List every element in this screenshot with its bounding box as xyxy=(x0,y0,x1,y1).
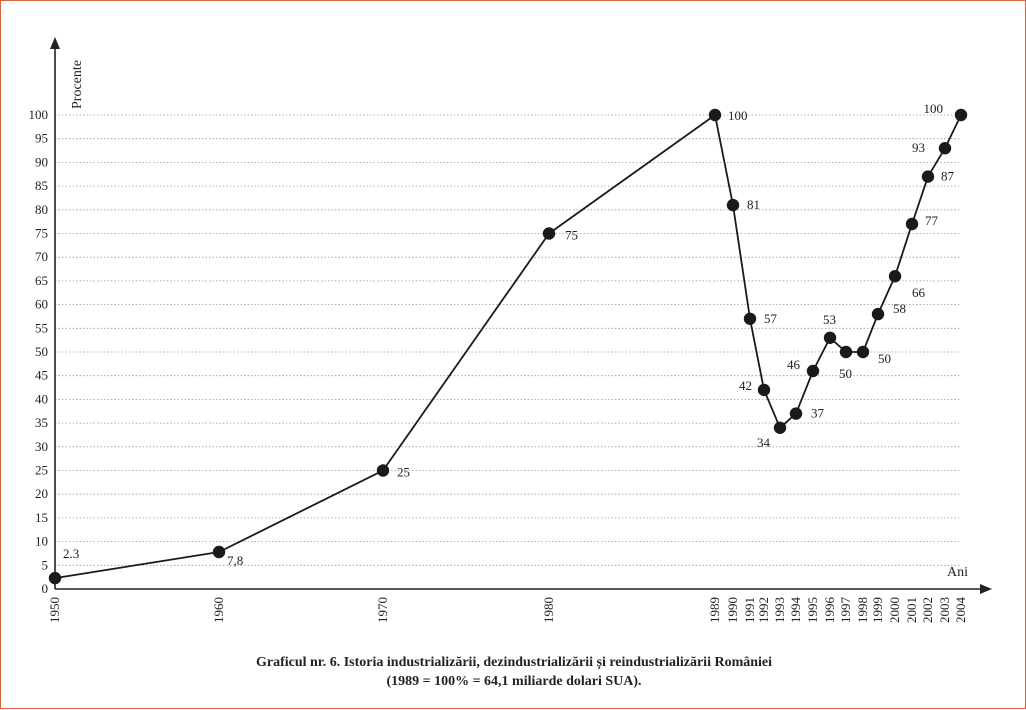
y-tick-label: 40 xyxy=(35,391,48,406)
data-point xyxy=(856,345,870,359)
data-point xyxy=(542,227,556,240)
data-point xyxy=(954,108,968,122)
x-tick-label: 2002 xyxy=(920,597,935,623)
data-label: 93 xyxy=(912,140,925,155)
x-tick-labels: 1950 1960 1970 1980 1989 1990 1991 1992 1993 1994… xyxy=(47,597,968,624)
x-tick-label: 1970 xyxy=(375,597,390,623)
data-label: 50 xyxy=(839,366,852,381)
x-tick-label: 1989 xyxy=(707,597,722,623)
series-line xyxy=(54,114,962,579)
data-label: 25 xyxy=(397,465,410,480)
y-tick-labels: 0 5 10 15 20 25 30 35 40 45 50 55 60 65 70 75 80 85 90 95 10… xyxy=(29,107,49,596)
caption-subtitle: (1989 = 100% = 64,1 miliarde dolari SUA)… xyxy=(386,674,642,689)
x-tick-label: 1997 xyxy=(838,597,853,624)
data-label: 100 xyxy=(924,101,944,116)
axes: Procente Ani xyxy=(50,37,992,594)
data-point xyxy=(757,383,771,397)
x-tick-label: 1999 xyxy=(870,597,885,623)
data-label: 66 xyxy=(912,285,926,300)
data-point xyxy=(839,345,853,359)
gridlines xyxy=(55,114,961,566)
y-tick-label: 0 xyxy=(42,581,49,596)
x-tick-label: 1980 xyxy=(541,597,556,623)
data-label: 53 xyxy=(823,312,836,327)
data-label: 2.3 xyxy=(63,546,79,561)
y-tick-label: 35 xyxy=(35,415,48,430)
y-tick-label: 85 xyxy=(35,178,48,193)
y-tick-label: 80 xyxy=(35,202,48,217)
data-point xyxy=(789,407,803,420)
x-tick-label: 1998 xyxy=(855,597,870,623)
data-point xyxy=(48,571,62,585)
x-tick-label: 2004 xyxy=(953,597,968,624)
data-label: 87 xyxy=(941,169,955,184)
x-tick-label: 1993 xyxy=(772,597,787,623)
data-label: 81 xyxy=(747,197,760,212)
x-tick-label: 1994 xyxy=(788,597,803,624)
y-tick-label: 55 xyxy=(35,320,48,335)
data-point xyxy=(921,170,935,183)
data-label: 75 xyxy=(565,228,578,243)
series xyxy=(48,108,968,585)
y-axis-title: Procente xyxy=(70,60,85,109)
x-tick-label: 2000 xyxy=(887,597,902,623)
y-tick-label: 60 xyxy=(35,297,48,312)
y-tick-label: 100 xyxy=(29,107,49,122)
y-tick-label: 95 xyxy=(35,131,48,146)
data-point xyxy=(376,464,390,477)
data-label: 77 xyxy=(925,213,939,228)
data-label: 50 xyxy=(878,351,891,366)
x-tick-label: 1992 xyxy=(756,597,771,623)
data-point xyxy=(743,312,757,325)
data-point xyxy=(773,421,787,434)
data-point xyxy=(212,545,226,559)
data-point xyxy=(905,217,919,231)
y-tick-label: 90 xyxy=(35,154,48,169)
x-tick-label: 1991 xyxy=(742,597,757,623)
y-tick-label: 50 xyxy=(35,344,48,359)
x-tick-label: 1996 xyxy=(822,597,837,624)
x-tick-label: 1950 xyxy=(47,597,62,623)
y-tick-label: 10 xyxy=(35,534,48,549)
data-point xyxy=(806,364,820,378)
data-point xyxy=(938,142,952,155)
data-point xyxy=(823,331,837,344)
y-tick-label: 75 xyxy=(35,226,48,241)
data-label: 7,8 xyxy=(227,553,243,568)
data-label: 37 xyxy=(811,406,825,421)
caption-title: Graficul nr. 6. Istoria industrializării… xyxy=(255,655,773,670)
data-label: 34 xyxy=(757,435,771,450)
data-point xyxy=(888,270,902,283)
y-tick-label: 65 xyxy=(35,273,48,288)
figure-caption: Graficul nr. 6. Istoria industrializării… xyxy=(1,653,1026,691)
y-tick-label: 70 xyxy=(35,249,48,264)
data-labels: 2.3 7,8 25 75 100 81 57 42 34 37 46 53 50 50 58 66 77 87 9… xyxy=(63,101,955,568)
y-tick-label: 45 xyxy=(35,368,48,383)
x-tick-label: 1990 xyxy=(725,597,740,623)
data-label: 46 xyxy=(787,357,801,372)
y-tick-label: 15 xyxy=(35,510,48,525)
data-point xyxy=(726,198,740,212)
x-axis-title: Ani xyxy=(947,565,968,580)
y-axis-arrow xyxy=(50,37,60,49)
data-point xyxy=(708,108,722,122)
x-axis-arrow xyxy=(980,584,992,594)
y-tick-label: 25 xyxy=(35,463,48,478)
data-point xyxy=(871,307,885,321)
x-tick-label: 1960 xyxy=(211,597,226,623)
y-tick-label: 30 xyxy=(35,439,48,454)
y-tick-label: 20 xyxy=(35,486,48,501)
data-label: 42 xyxy=(739,378,752,393)
x-tick-label: 1995 xyxy=(805,597,820,623)
data-label: 100 xyxy=(728,108,748,123)
x-tick-label: 2001 xyxy=(904,597,919,623)
data-label: 58 xyxy=(893,301,906,316)
x-tick-label: 2003 xyxy=(937,597,952,623)
y-tick-label: 5 xyxy=(42,557,49,572)
data-label: 57 xyxy=(764,311,778,326)
